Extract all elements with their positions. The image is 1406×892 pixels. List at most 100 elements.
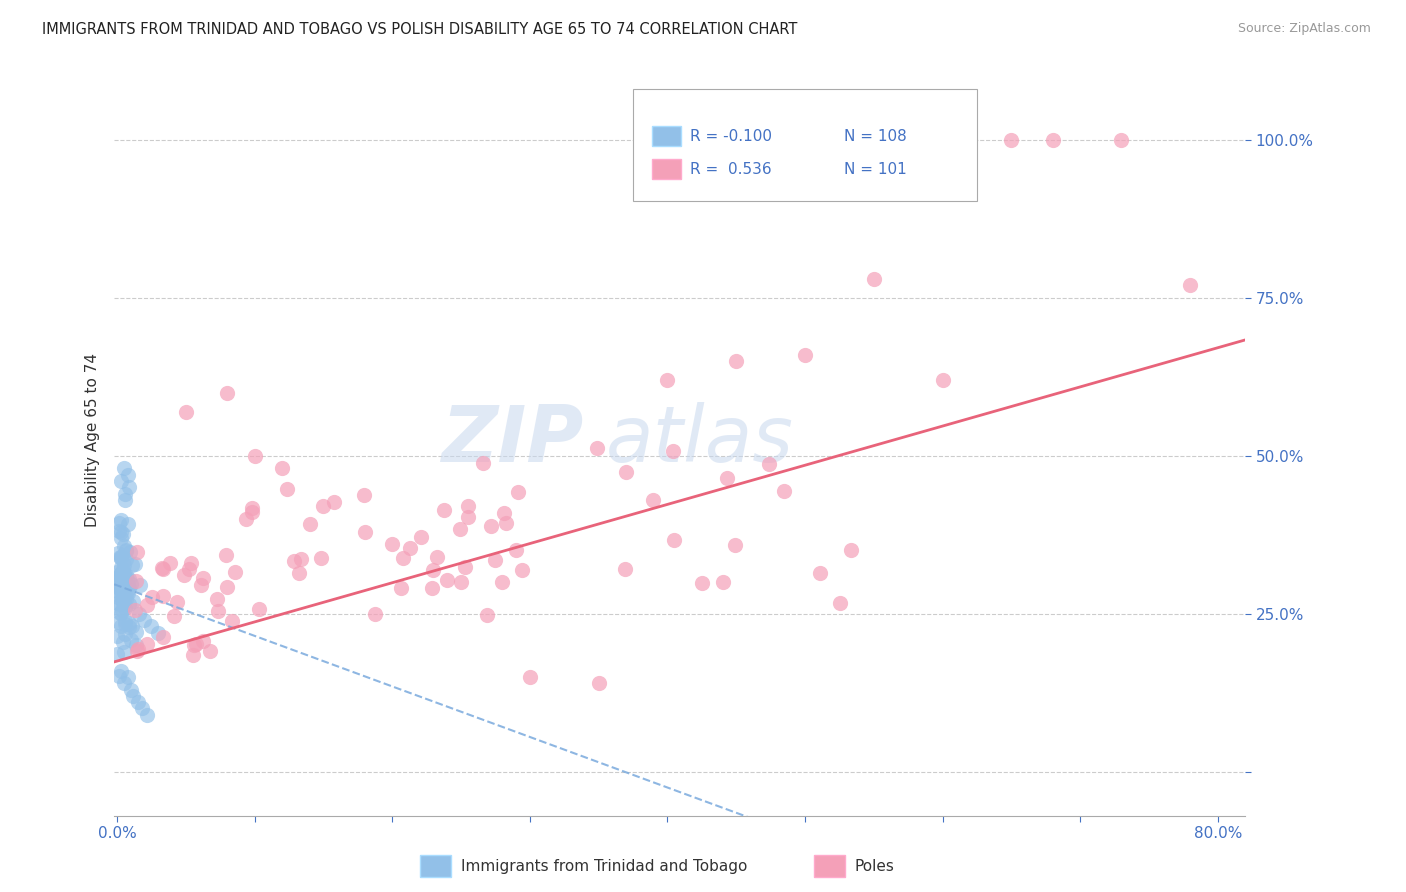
Point (309, 550, 332, 565)
Point (221, 614, 243, 628)
Point (115, 585, 138, 599)
Point (494, 506, 516, 520)
Point (124, 603, 146, 617)
Point (110, 524, 132, 539)
Point (111, 634, 134, 648)
Point (122, 594, 145, 608)
Point (115, 572, 138, 586)
Point (117, 579, 139, 593)
Point (276, 482, 298, 496)
Text: R = -0.100: R = -0.100 (690, 128, 772, 144)
Point (287, 566, 309, 580)
Point (862, 272, 884, 286)
Point (112, 593, 135, 607)
Point (298, 517, 321, 532)
Point (183, 638, 205, 652)
Point (323, 495, 346, 509)
Point (240, 505, 263, 519)
Point (117, 586, 139, 600)
Text: Source: ZipAtlas.com: Source: ZipAtlas.com (1237, 22, 1371, 36)
Point (725, 354, 748, 368)
Point (111, 574, 134, 589)
Point (115, 544, 138, 558)
Point (112, 558, 135, 572)
Point (111, 596, 134, 610)
Point (353, 488, 375, 502)
Point (217, 580, 239, 594)
Point (122, 689, 145, 703)
Point (191, 571, 214, 585)
Point (505, 542, 527, 557)
Point (120, 632, 142, 647)
Point (110, 579, 132, 593)
Point (207, 592, 229, 607)
Point (110, 568, 132, 582)
Point (433, 502, 456, 516)
Point (112, 461, 135, 475)
Point (110, 606, 132, 620)
Point (141, 590, 163, 604)
Point (110, 513, 132, 527)
Point (215, 548, 238, 562)
Point (112, 566, 135, 581)
Point (114, 486, 136, 500)
Text: atlas: atlas (606, 402, 794, 478)
Point (271, 461, 294, 475)
Point (118, 616, 141, 631)
Point (235, 512, 257, 526)
Point (641, 492, 664, 507)
Point (127, 695, 149, 709)
Point (181, 648, 204, 662)
Point (107, 629, 129, 643)
Point (150, 561, 173, 575)
Point (108, 516, 131, 530)
Point (399, 541, 422, 555)
Point (115, 567, 138, 582)
Point (409, 530, 432, 544)
Point (112, 539, 135, 553)
Point (436, 573, 458, 587)
Point (711, 574, 734, 589)
Point (758, 457, 780, 471)
Point (381, 537, 404, 551)
Point (312, 500, 335, 514)
Point (174, 404, 197, 418)
Point (422, 562, 444, 576)
Point (127, 642, 149, 657)
Point (392, 550, 415, 565)
Point (475, 608, 498, 623)
Point (114, 576, 136, 591)
Point (110, 664, 132, 678)
Point (484, 553, 506, 567)
Point (614, 465, 637, 479)
Point (426, 549, 449, 564)
Text: R =  0.536: R = 0.536 (690, 161, 772, 177)
Point (108, 597, 131, 611)
Point (1180, 278, 1202, 293)
Point (839, 542, 862, 557)
Point (613, 562, 636, 576)
Point (114, 627, 136, 641)
Text: Poles: Poles (855, 859, 894, 873)
Point (453, 560, 475, 574)
Point (159, 556, 181, 570)
Point (117, 516, 139, 531)
Point (112, 580, 135, 594)
Point (224, 566, 246, 580)
Point (120, 544, 142, 558)
Point (112, 676, 135, 690)
Point (107, 575, 129, 590)
Point (141, 619, 163, 633)
Point (198, 644, 221, 658)
Point (586, 441, 609, 455)
Point (118, 572, 141, 586)
Text: ZIP: ZIP (441, 402, 583, 478)
Point (108, 569, 131, 583)
Point (114, 492, 136, 507)
Text: Immigrants from Trinidad and Tobago: Immigrants from Trinidad and Tobago (461, 859, 748, 873)
Point (105, 648, 128, 662)
Point (118, 480, 141, 494)
Point (114, 595, 136, 609)
Point (134, 613, 156, 627)
Point (173, 567, 195, 582)
